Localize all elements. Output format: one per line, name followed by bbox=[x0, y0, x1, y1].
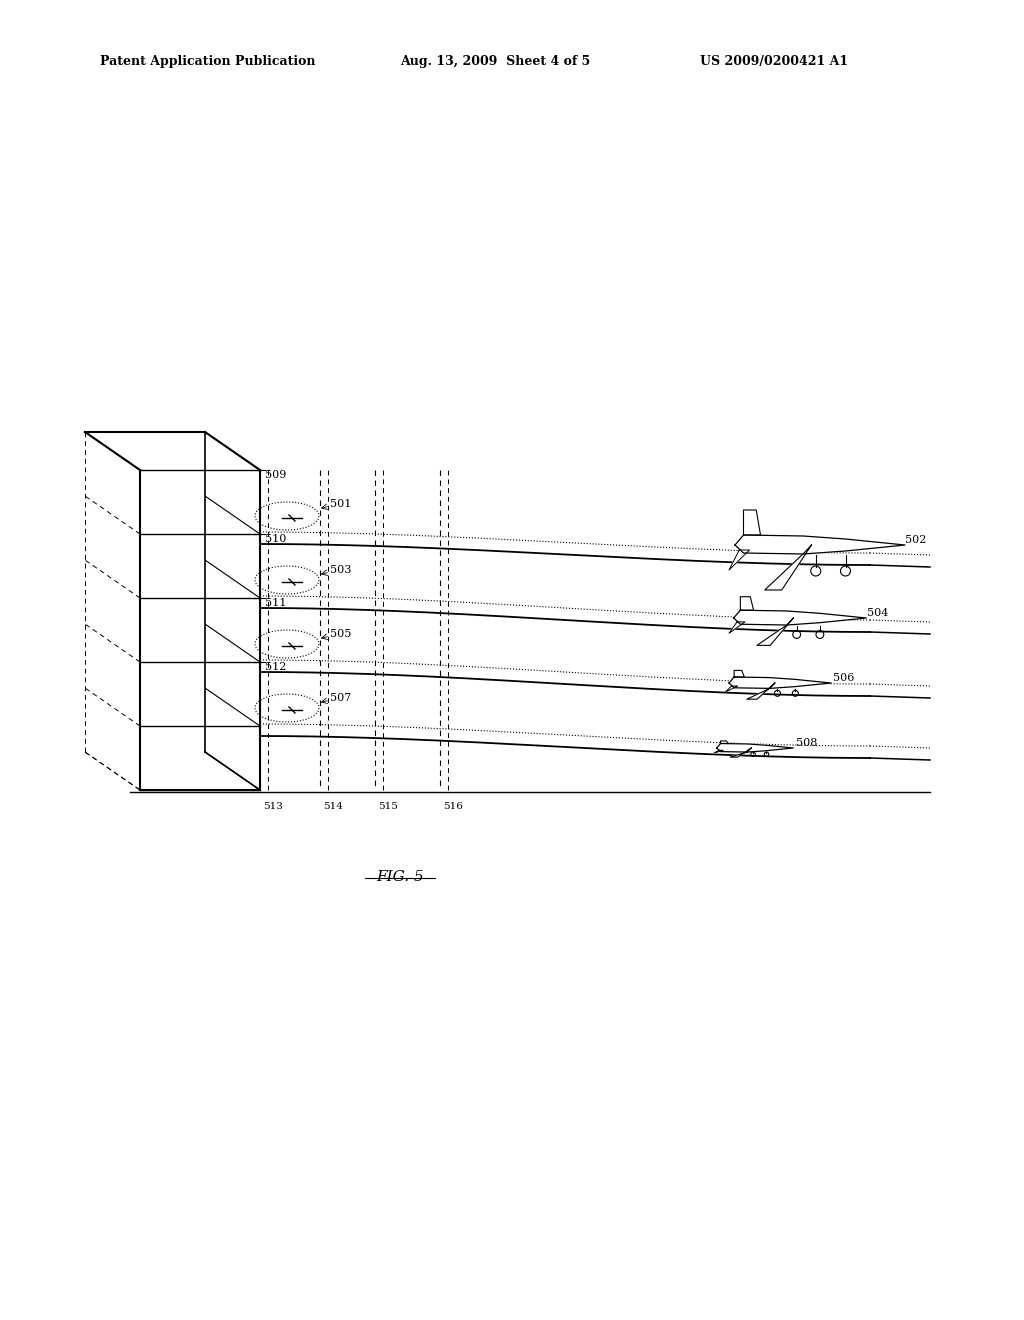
Polygon shape bbox=[743, 510, 761, 535]
Text: 511: 511 bbox=[265, 598, 287, 609]
Text: 510: 510 bbox=[265, 535, 287, 544]
Polygon shape bbox=[714, 750, 723, 754]
Polygon shape bbox=[765, 545, 811, 590]
Text: 512: 512 bbox=[265, 663, 287, 672]
Polygon shape bbox=[734, 671, 744, 677]
Text: 503: 503 bbox=[330, 565, 351, 576]
Polygon shape bbox=[717, 743, 794, 752]
Text: 513: 513 bbox=[263, 803, 283, 810]
Text: FIG. 5: FIG. 5 bbox=[376, 870, 424, 884]
Polygon shape bbox=[734, 610, 866, 626]
Polygon shape bbox=[729, 677, 831, 689]
Text: 506: 506 bbox=[833, 673, 854, 682]
Polygon shape bbox=[725, 686, 737, 692]
Polygon shape bbox=[740, 597, 754, 610]
Text: Patent Application Publication: Patent Application Publication bbox=[100, 55, 315, 69]
Text: 514: 514 bbox=[323, 803, 343, 810]
Polygon shape bbox=[729, 622, 745, 634]
Text: Aug. 13, 2009  Sheet 4 of 5: Aug. 13, 2009 Sheet 4 of 5 bbox=[400, 55, 590, 69]
Text: 508: 508 bbox=[796, 738, 817, 748]
Text: 504: 504 bbox=[867, 609, 889, 618]
Text: 515: 515 bbox=[378, 803, 398, 810]
Polygon shape bbox=[721, 741, 728, 743]
Text: 502: 502 bbox=[905, 535, 927, 545]
Text: 507: 507 bbox=[330, 693, 351, 704]
Text: US 2009/0200421 A1: US 2009/0200421 A1 bbox=[700, 55, 848, 69]
Text: 501: 501 bbox=[330, 499, 351, 510]
Text: 505: 505 bbox=[330, 630, 351, 639]
Text: 509: 509 bbox=[265, 470, 287, 480]
Polygon shape bbox=[735, 535, 905, 554]
Polygon shape bbox=[746, 682, 775, 700]
Polygon shape bbox=[730, 748, 752, 758]
Polygon shape bbox=[729, 550, 750, 570]
Polygon shape bbox=[757, 618, 794, 645]
Text: 516: 516 bbox=[443, 803, 463, 810]
